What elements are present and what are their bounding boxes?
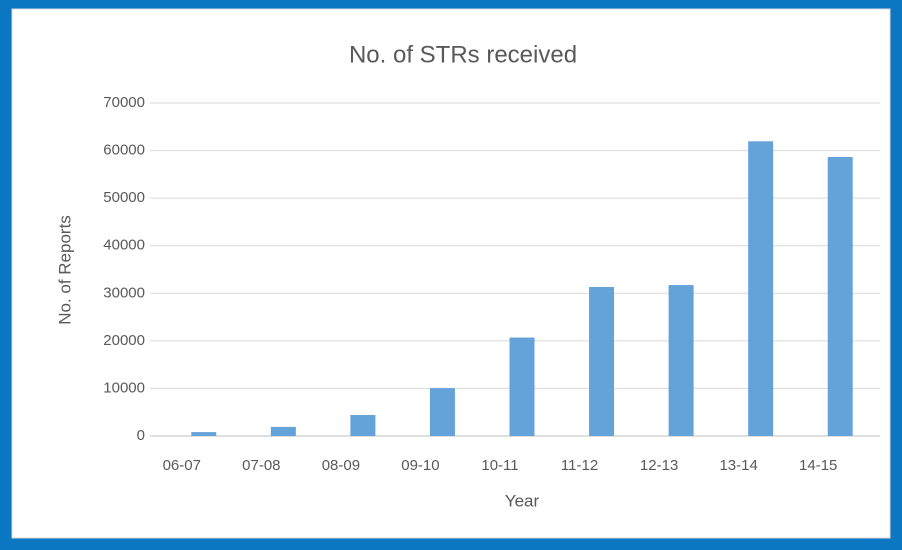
x-tick-label: 12-13 [640,457,678,474]
y-axis-title: No. of Reports [55,215,74,325]
x-tick-label: 10-11 [481,457,518,474]
chart-title: No. of STRs received [349,41,577,68]
y-tick-label: 10000 [103,379,145,396]
y-tick-label: 60000 [103,142,145,159]
y-tick-label: 70000 [103,94,145,111]
bar [270,426,296,436]
bar [827,157,853,436]
x-tick-label: 13-14 [719,457,757,474]
bar [191,432,217,436]
y-tick-label: 20000 [103,332,145,349]
x-axis-title: Year [505,491,540,510]
x-tick-label: 07-08 [242,457,280,474]
bar [429,388,455,436]
bar [509,337,535,436]
x-tick-label: 06-07 [163,457,201,474]
x-tick-label: 09-10 [401,457,439,474]
y-tick-label: 50000 [103,189,145,206]
y-tick-label: 0 [137,427,145,444]
bar [748,141,774,436]
bar [350,415,376,436]
y-tick-label: 40000 [103,237,145,254]
chart-area [11,8,891,539]
bar [668,285,694,436]
bar [589,287,615,436]
x-tick-label: 11-12 [561,457,598,474]
x-tick-label: 14-15 [799,457,837,474]
y-tick-label: 30000 [103,284,145,301]
x-tick-label: 08-09 [322,457,360,474]
